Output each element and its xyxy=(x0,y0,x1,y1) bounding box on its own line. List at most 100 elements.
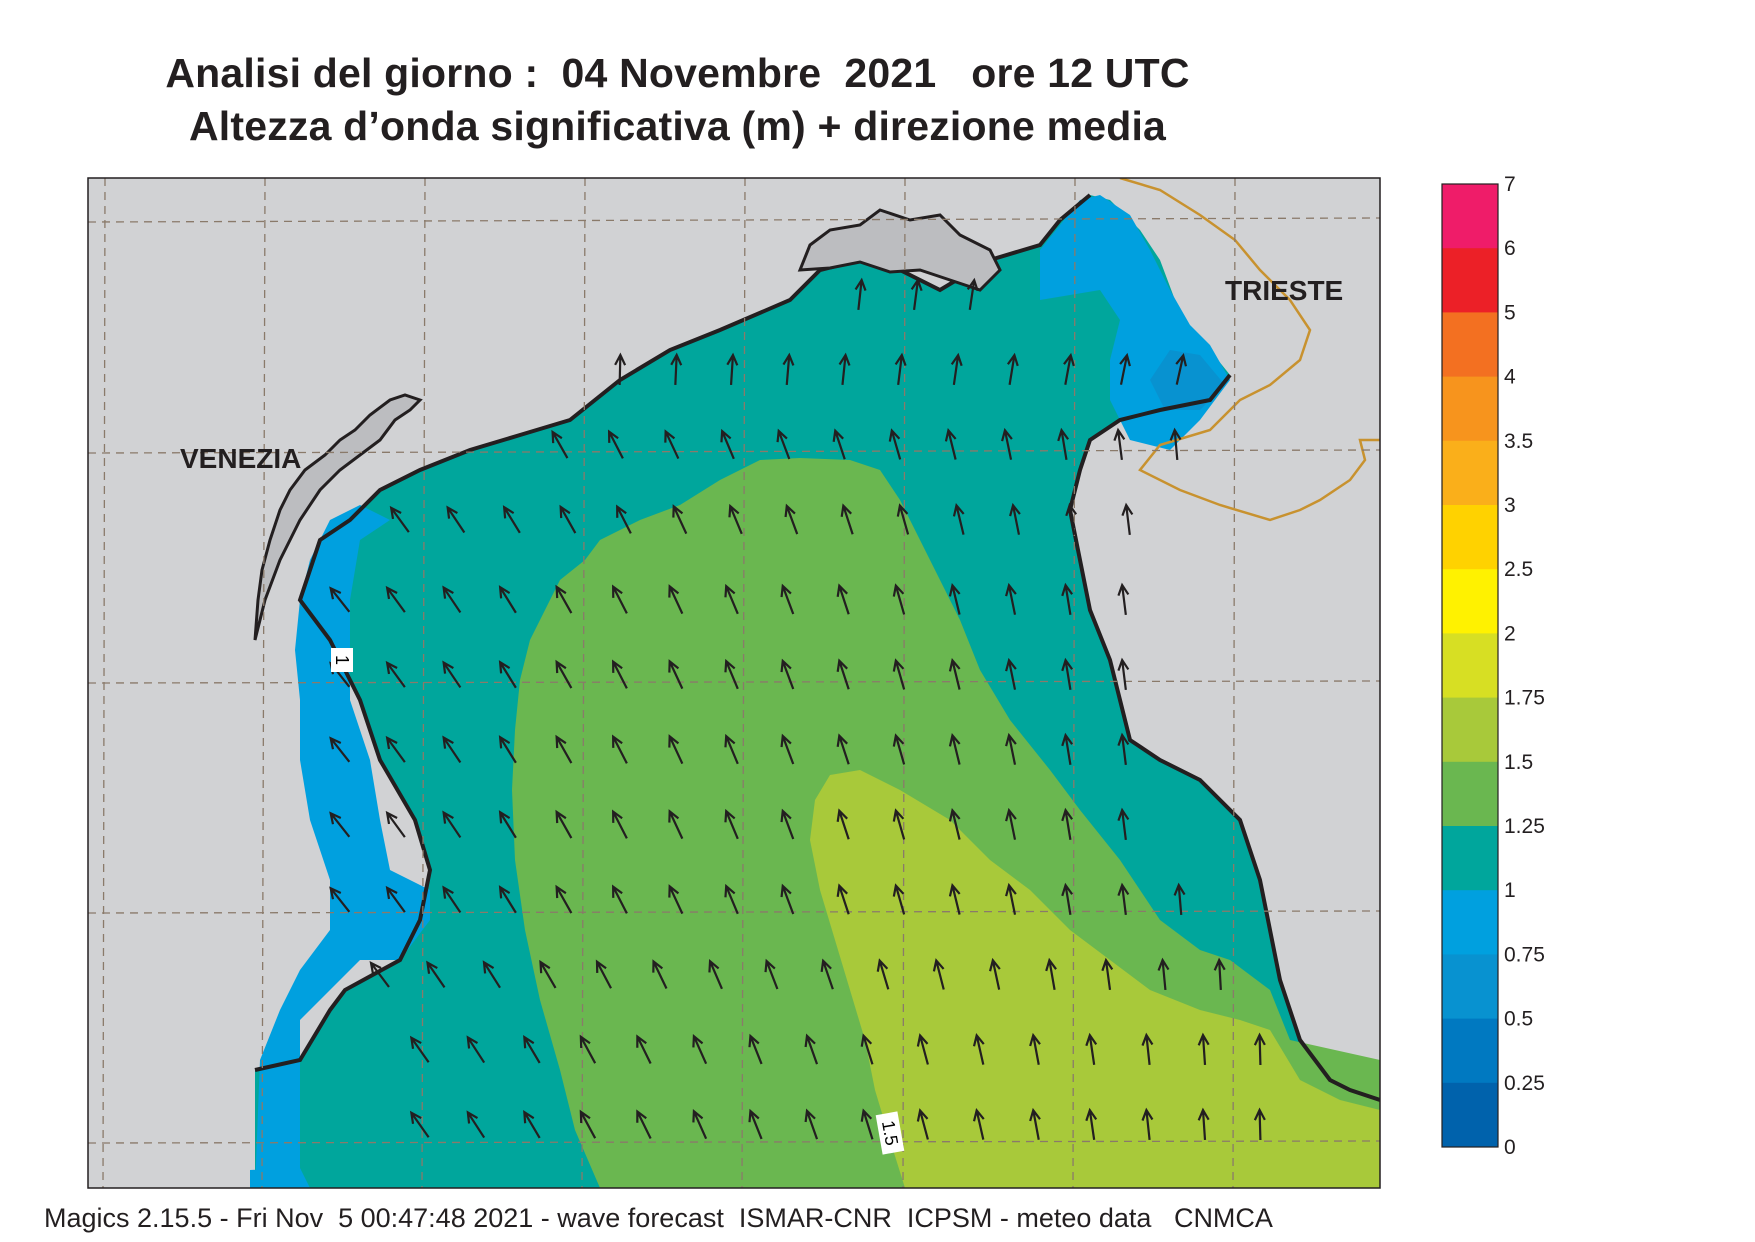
wave-arrow xyxy=(780,883,795,915)
colorbar-tick-label: 1.5 xyxy=(1504,751,1533,774)
wave-arrow xyxy=(442,735,462,764)
lower-wave-patch-northeast xyxy=(1150,350,1225,410)
wave-arrow xyxy=(892,658,906,690)
wave-arrow xyxy=(409,1110,430,1138)
colorbar-frame xyxy=(1441,183,1499,1148)
colorbar-swatch xyxy=(1442,890,1498,955)
wave-arrow xyxy=(1057,427,1069,460)
wave-arrow xyxy=(1029,1032,1041,1065)
wave-arrow xyxy=(892,808,906,840)
colorbar-tick-label: 3.5 xyxy=(1504,430,1533,453)
colorbar-swatch xyxy=(1442,954,1498,1020)
wave-arrow xyxy=(1005,807,1017,840)
wave-arrow xyxy=(780,808,795,840)
wave-arrow xyxy=(555,659,573,689)
wave-arrow xyxy=(1253,1107,1266,1141)
wave-arrow xyxy=(329,811,351,838)
wave-arrow xyxy=(1029,1107,1041,1140)
map-area: 1 1.5 VENEZIA TRIESTE xyxy=(88,178,1380,1188)
wave-arrow xyxy=(780,583,795,615)
wave-arrow xyxy=(612,584,628,614)
city-label-venezia: VENEZIA xyxy=(180,443,301,474)
wave-arrow xyxy=(748,1108,763,1140)
wave-arrow xyxy=(442,585,462,614)
wave-arrow xyxy=(1213,957,1226,991)
wave-arrow xyxy=(1009,502,1021,535)
wave-arrow xyxy=(784,503,799,535)
wave-arrow xyxy=(442,885,462,914)
wave-arrow xyxy=(1141,1107,1154,1141)
wave-arrow xyxy=(498,585,517,614)
wave-arrow xyxy=(672,504,688,535)
wave-arrow xyxy=(1061,657,1074,690)
wave-arrow xyxy=(764,958,779,990)
wave-arrow xyxy=(670,352,683,386)
map-subtitle: Altezza d’onda significativa (m) + direz… xyxy=(188,103,1167,149)
wave-arrow xyxy=(838,352,851,386)
wave-arrow xyxy=(1173,882,1186,916)
colorbar-tick-label: 2.5 xyxy=(1504,558,1533,581)
wave-arrow xyxy=(948,583,961,615)
wave-arrow xyxy=(892,883,906,915)
wave-arrow xyxy=(595,959,612,989)
wave-arrow xyxy=(972,1107,985,1140)
wave-arrow xyxy=(1197,1032,1210,1066)
svg-text:1: 1 xyxy=(332,655,352,665)
colorbar-swatch xyxy=(1442,633,1498,699)
wave-arrow xyxy=(664,429,680,460)
wave-arrow xyxy=(782,352,795,386)
wave-arrow xyxy=(498,885,517,914)
map-title: Analisi del giorno : 04 Novembre 2021 or… xyxy=(165,50,1190,96)
wave-arrow xyxy=(385,885,406,913)
wave-arrow xyxy=(555,884,573,914)
wave-arrow xyxy=(1117,882,1130,916)
wave-arrow xyxy=(1005,657,1017,690)
wave-arrow xyxy=(724,733,739,765)
wave-arrow xyxy=(836,733,850,765)
wave-arrow xyxy=(854,277,867,311)
wave-arrow xyxy=(523,1109,541,1139)
wave-arrow xyxy=(426,960,446,988)
wave-arrow xyxy=(369,961,390,988)
wave-arrow xyxy=(692,1034,708,1065)
wave-arrow xyxy=(442,660,462,689)
contour-label-1.5: 1.5 xyxy=(875,1111,905,1155)
wave-arrow xyxy=(636,1109,652,1139)
colorbar-tick-label: 4 xyxy=(1504,366,1516,389)
wave-arrow xyxy=(1117,657,1130,691)
wave-arrow xyxy=(668,884,684,915)
wave-arrow xyxy=(1061,582,1074,615)
wave-arrow xyxy=(502,505,521,534)
footer-credits: Magics 2.15.5 - Fri Nov 5 00:47:48 2021 … xyxy=(44,1203,1273,1233)
wave-arrow xyxy=(442,810,462,839)
wave-arrow xyxy=(498,660,517,689)
colorbar-tick-label: 0.75 xyxy=(1504,943,1545,966)
wave-arrow xyxy=(616,504,632,534)
colorbar-tick-label: 1 xyxy=(1504,879,1516,902)
wave-arrow xyxy=(385,585,406,613)
wave-arrow xyxy=(948,883,961,915)
wave-arrow xyxy=(1117,807,1130,841)
wave-arrow xyxy=(948,733,961,765)
wave-arrow xyxy=(860,1108,874,1140)
wave-arrow xyxy=(724,658,739,690)
wave-arrow xyxy=(385,735,406,763)
wave-arrow xyxy=(932,958,945,990)
wave-arrow xyxy=(498,735,517,764)
wave-arrow xyxy=(780,658,795,690)
wave-arrow xyxy=(1005,882,1017,915)
wave-arrow xyxy=(944,428,957,460)
wave-arrow xyxy=(612,734,628,764)
colorbar-swatch xyxy=(1442,1018,1498,1084)
colorbar-swatch xyxy=(1442,376,1498,442)
wave-arrow xyxy=(1045,957,1057,990)
wave-arrow xyxy=(1063,352,1075,385)
low-wave-zone-west xyxy=(255,505,430,1188)
wave-arrow xyxy=(555,734,573,764)
wave-arrow xyxy=(1175,352,1188,385)
wave-arrow xyxy=(896,503,910,535)
wave-arrow xyxy=(1061,732,1074,765)
wave-arrow xyxy=(1061,807,1074,840)
wave-arrow xyxy=(636,1034,652,1064)
